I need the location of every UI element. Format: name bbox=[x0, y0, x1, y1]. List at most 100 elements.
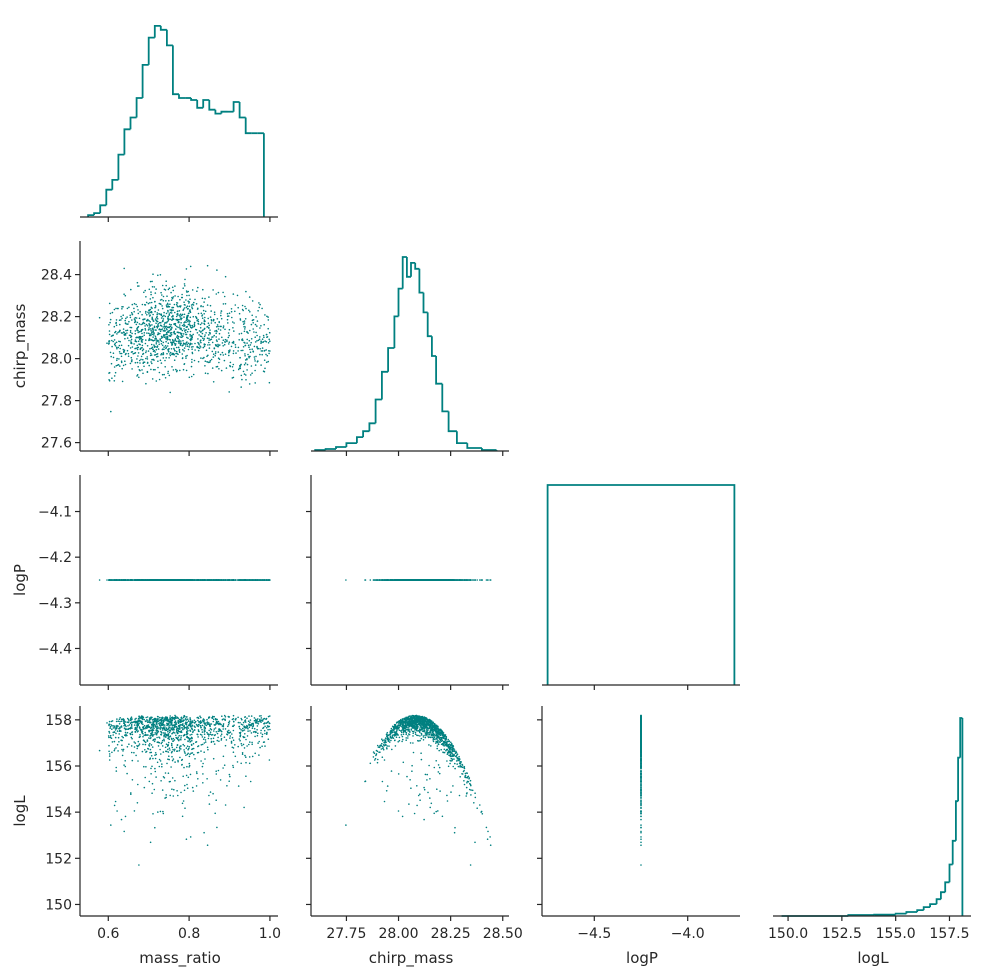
scatter-point bbox=[249, 730, 251, 732]
scatter-point bbox=[156, 736, 158, 739]
scatter-point bbox=[243, 729, 246, 731]
scatter-point bbox=[186, 345, 189, 348]
scatter-point bbox=[142, 362, 144, 365]
scatter-point bbox=[154, 354, 157, 356]
scatter-point bbox=[376, 579, 379, 581]
scatter-point bbox=[188, 746, 191, 748]
scatter-point bbox=[154, 335, 157, 338]
scatter-point bbox=[257, 732, 259, 735]
histogram-bin bbox=[393, 315, 399, 348]
scatter-point bbox=[250, 715, 253, 717]
scatter-point bbox=[257, 310, 259, 312]
scatter-point bbox=[245, 374, 247, 376]
scatter-point bbox=[265, 579, 268, 581]
scatter-point bbox=[137, 783, 139, 786]
scatter-point bbox=[220, 317, 223, 320]
scatter-point bbox=[120, 361, 123, 364]
scatter-point bbox=[165, 357, 167, 359]
scatter-point bbox=[208, 337, 210, 340]
scatter-point bbox=[203, 322, 205, 325]
scatter-point bbox=[139, 347, 142, 350]
scatter-point bbox=[136, 802, 139, 804]
scatter-point bbox=[146, 314, 148, 316]
scatter-point bbox=[208, 296, 210, 298]
scatter-point bbox=[139, 369, 141, 372]
scatter-point bbox=[242, 727, 244, 730]
scatter-point bbox=[142, 353, 144, 356]
scatter-point bbox=[124, 332, 127, 335]
scatter-point bbox=[226, 340, 228, 343]
scatter-point bbox=[161, 729, 164, 731]
scatter-point bbox=[154, 339, 156, 342]
scatter-point bbox=[161, 307, 164, 310]
scatter-point bbox=[152, 327, 154, 330]
scatter-point bbox=[109, 321, 111, 324]
scatter-point bbox=[162, 326, 164, 328]
scatter-point bbox=[231, 321, 234, 323]
scatter-point bbox=[113, 343, 116, 346]
scatter-point bbox=[122, 314, 124, 317]
scatter-point bbox=[134, 320, 137, 323]
scatter-point bbox=[212, 319, 215, 322]
scatter-point bbox=[161, 789, 164, 791]
scatter-point bbox=[245, 307, 247, 310]
scatter-point bbox=[261, 735, 264, 738]
scatter-point bbox=[139, 579, 142, 581]
scatter-point bbox=[264, 725, 266, 728]
scatter-point bbox=[184, 784, 186, 787]
scatter-point bbox=[223, 579, 226, 581]
scatter-point bbox=[157, 730, 160, 733]
scatter-point bbox=[178, 318, 180, 321]
scatter-point bbox=[195, 771, 198, 773]
scatter-point bbox=[151, 792, 153, 794]
scatter-point bbox=[116, 743, 119, 746]
scatter-point bbox=[201, 743, 204, 746]
scatter-point bbox=[200, 716, 202, 719]
scatter-point bbox=[174, 349, 176, 352]
scatter-point bbox=[113, 325, 116, 328]
scatter-point bbox=[204, 316, 206, 319]
scatter-point bbox=[158, 302, 161, 305]
scatter-point bbox=[190, 346, 193, 348]
scatter-point bbox=[138, 337, 140, 339]
scatter-point bbox=[178, 326, 181, 328]
scatter-point bbox=[132, 352, 135, 355]
scatter-point bbox=[182, 309, 184, 312]
scatter-point bbox=[178, 305, 181, 308]
scatter-point bbox=[119, 352, 121, 355]
scatter-point bbox=[192, 742, 195, 745]
scatter-point bbox=[240, 349, 242, 352]
scatter-point bbox=[251, 300, 254, 302]
scatter-point bbox=[185, 357, 187, 359]
scatter-point bbox=[183, 283, 186, 285]
scatter-point bbox=[195, 785, 198, 787]
scatter-point bbox=[137, 331, 139, 334]
scatter-point bbox=[150, 293, 152, 296]
scatter-point bbox=[133, 741, 135, 743]
scatter-point bbox=[191, 748, 194, 750]
scatter-point bbox=[260, 729, 262, 732]
scatter-point bbox=[240, 717, 242, 720]
scatter-point bbox=[158, 378, 161, 381]
scatter-point bbox=[189, 309, 191, 311]
scatter-point bbox=[231, 366, 234, 368]
scatter-point bbox=[152, 313, 154, 316]
scatter-point bbox=[145, 296, 147, 298]
scatter-point bbox=[134, 579, 137, 581]
scatter-point bbox=[169, 311, 172, 314]
scatter-point bbox=[175, 343, 177, 345]
histogram-bin bbox=[208, 100, 216, 111]
scatter-point bbox=[167, 320, 170, 322]
scatter-point bbox=[159, 332, 161, 335]
scatter-point bbox=[253, 331, 255, 333]
scatter-point bbox=[213, 730, 215, 732]
scatter-point bbox=[144, 289, 146, 292]
scatter-point bbox=[161, 284, 164, 287]
scatter-point bbox=[152, 579, 155, 581]
scatter-point bbox=[212, 356, 215, 358]
scatter-point bbox=[160, 335, 163, 338]
scatter-point bbox=[396, 579, 398, 581]
scatter-point bbox=[151, 307, 153, 310]
scatter-point bbox=[114, 342, 116, 345]
scatter-point bbox=[129, 334, 132, 337]
